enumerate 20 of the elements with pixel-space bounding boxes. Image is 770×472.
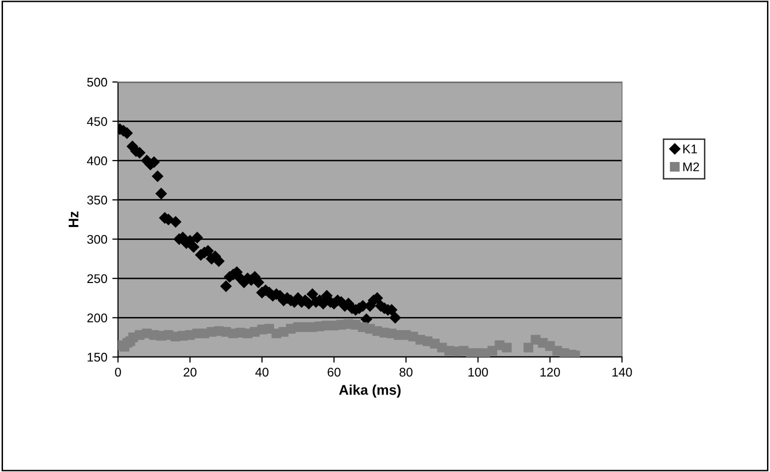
y-tick-label: 250	[87, 274, 108, 284]
y-tick-label: 150	[88, 352, 108, 362]
y-tick-label: 200	[87, 314, 108, 322]
x-tick-label: 20	[184, 368, 196, 377]
x-tick-label: 120	[540, 368, 560, 377]
x-tick-label: 100	[468, 368, 488, 377]
x-tick-label: 60	[328, 368, 340, 377]
y-tick-label: 450	[87, 117, 108, 126]
y-axis-title: Hz	[68, 212, 78, 228]
y-tick-label: 500	[87, 78, 108, 87]
x-tick-label: 140	[612, 368, 632, 377]
y-tick-label: 400	[87, 156, 108, 166]
legend-label: K1	[683, 144, 697, 154]
legend-label: M2	[683, 162, 700, 172]
x-tick-label: 40	[255, 368, 268, 377]
x-axis-title: Aika (ms)	[339, 384, 401, 398]
y-tick-label: 300	[87, 234, 108, 244]
x-tick-label: 0	[115, 368, 121, 377]
y-tick-label: 350	[87, 196, 108, 205]
x-tick-label: 80	[400, 368, 412, 377]
